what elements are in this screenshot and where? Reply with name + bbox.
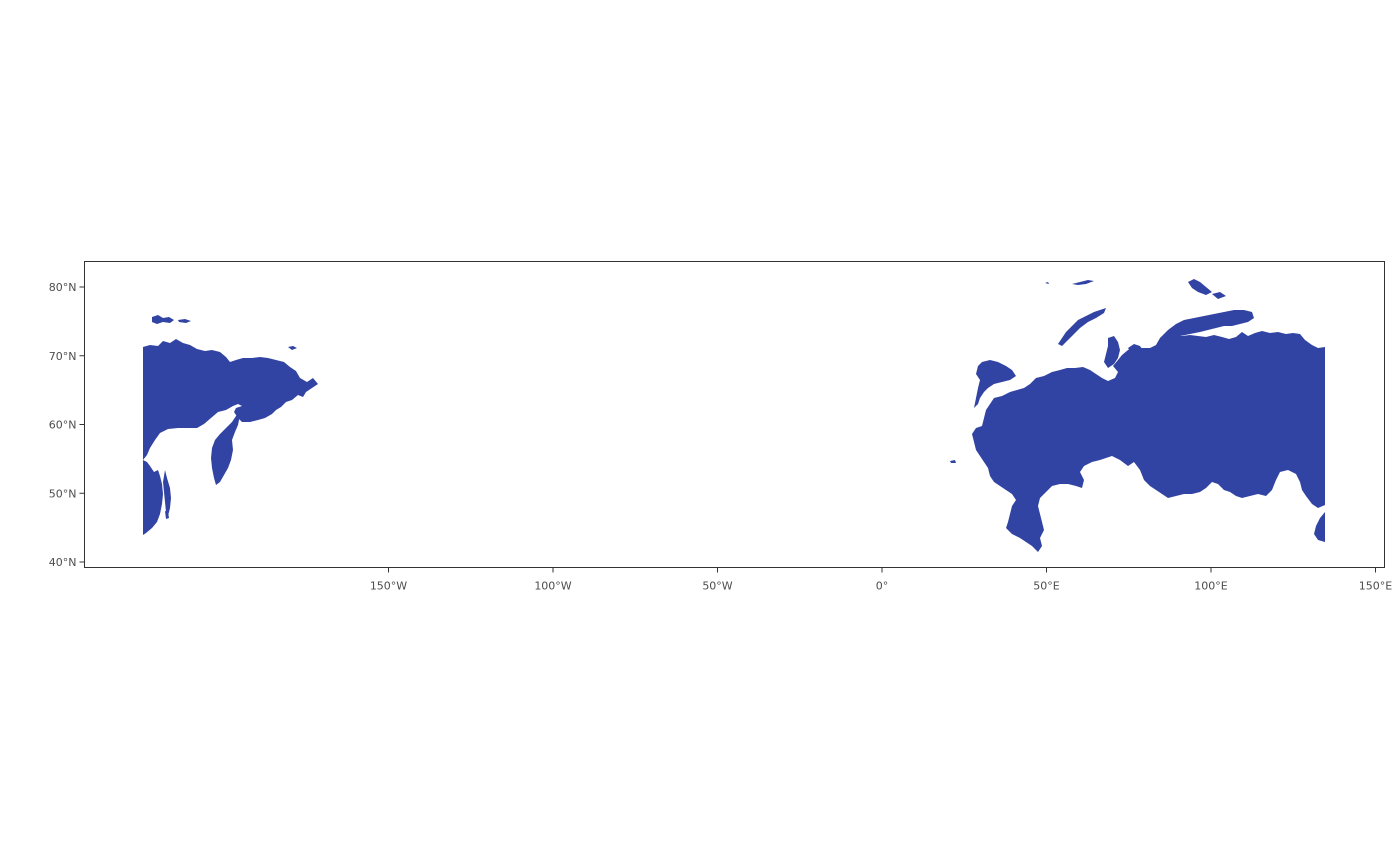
y-axis-tick-label: 40°N <box>49 556 77 569</box>
land-sakhalin <box>163 470 171 516</box>
land-okhotsk-coast <box>143 460 163 535</box>
x-axis-tick-label: 100°E <box>1194 580 1227 593</box>
land-island-arctic-3 <box>1045 282 1049 284</box>
land-island-arctic-2 <box>1212 292 1226 299</box>
land-severnaya-zemlya <box>1188 279 1212 295</box>
land-taymyr <box>1160 310 1254 338</box>
x-axis: 150°W 100°W 50°W 0° 50°E 100°E 150°E <box>370 567 1392 593</box>
x-axis-tick-label: 50°E <box>1033 580 1059 593</box>
land-yamal <box>1104 336 1120 368</box>
land-gydan <box>1128 344 1144 358</box>
land-russia-central-asia <box>972 331 1325 552</box>
y-axis-tick-label: 50°N <box>49 487 77 500</box>
y-axis-tick-label: 70°N <box>49 350 77 363</box>
land-franz-josef <box>1072 280 1094 285</box>
x-axis-tick-label: 0° <box>876 580 889 593</box>
x-axis-tick-label: 50°W <box>702 580 732 593</box>
land-kamchatka <box>211 410 241 485</box>
x-axis-tick-label: 150°E <box>1359 580 1392 593</box>
y-axis-tick-label: 60°N <box>49 419 77 432</box>
y-axis-tick-label: 80°N <box>49 281 77 294</box>
land-island-small-left <box>165 511 169 519</box>
land-eastern-siberia <box>143 339 318 460</box>
land-layer <box>143 279 1325 552</box>
land-small-island-1 <box>178 319 191 323</box>
land-small-west-fragment <box>950 460 956 463</box>
land-kola-peninsula <box>974 360 1016 408</box>
land-new-siberian-islands <box>152 315 174 324</box>
land-primorye-tip <box>1314 512 1325 542</box>
map-panel-border <box>84 261 1385 568</box>
land-novaya-zemlya <box>1058 308 1106 346</box>
x-axis-tick-label: 150°W <box>370 580 407 593</box>
x-axis-tick-label: 100°W <box>534 580 571 593</box>
y-axis: 40°N 50°N 60°N 70°N 80°N <box>49 281 85 569</box>
land-wrangel <box>288 346 297 350</box>
